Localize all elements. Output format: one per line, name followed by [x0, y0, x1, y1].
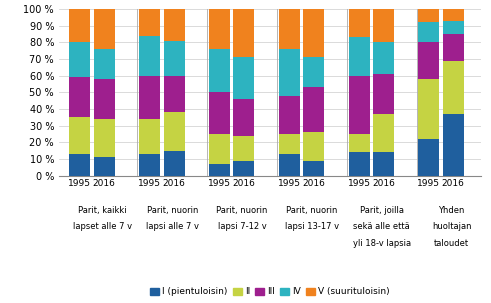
Bar: [69, 42, 90, 78]
Bar: [303, 9, 324, 58]
Text: Parit, nuorin: Parit, nuorin: [286, 206, 338, 215]
Text: yli 18-v lapsia: yli 18-v lapsia: [353, 239, 411, 248]
Bar: [94, 119, 115, 158]
Bar: [94, 49, 115, 79]
Bar: [349, 152, 370, 176]
Bar: [373, 74, 394, 114]
Bar: [443, 21, 464, 34]
Bar: [69, 9, 90, 42]
Bar: [443, 114, 464, 176]
Text: lapsi alle 7 v: lapsi alle 7 v: [146, 222, 199, 231]
Bar: [209, 134, 230, 164]
Bar: [303, 161, 324, 176]
Bar: [139, 76, 160, 119]
Bar: [233, 58, 254, 99]
Bar: [349, 38, 370, 76]
Text: Yhden: Yhden: [438, 206, 464, 215]
Text: taloudet: taloudet: [434, 239, 469, 248]
Bar: [443, 9, 464, 21]
Bar: [94, 79, 115, 119]
Bar: [233, 136, 254, 161]
Bar: [94, 9, 115, 49]
Bar: [139, 119, 160, 154]
Text: Parit, joilla: Parit, joilla: [360, 206, 404, 215]
Bar: [69, 78, 90, 118]
Bar: [164, 151, 185, 176]
Bar: [209, 164, 230, 176]
Bar: [164, 41, 185, 76]
Bar: [233, 161, 254, 176]
Bar: [349, 76, 370, 134]
Bar: [139, 9, 160, 36]
Bar: [209, 92, 230, 134]
Text: Parit, nuorin: Parit, nuorin: [217, 206, 268, 215]
Bar: [373, 114, 394, 152]
Bar: [418, 42, 439, 79]
Bar: [69, 118, 90, 154]
Text: lapsi 13-17 v: lapsi 13-17 v: [285, 222, 339, 231]
Bar: [139, 154, 160, 176]
Legend: I (pientuloisin), II, III, IV, V (suurituloisin): I (pientuloisin), II, III, IV, V (suurit…: [147, 284, 393, 300]
Bar: [233, 99, 254, 136]
Bar: [139, 36, 160, 76]
Bar: [443, 61, 464, 114]
Bar: [373, 152, 394, 176]
Bar: [279, 9, 300, 49]
Bar: [418, 9, 439, 22]
Bar: [418, 22, 439, 42]
Bar: [349, 134, 370, 152]
Bar: [303, 58, 324, 88]
Bar: [303, 132, 324, 161]
Bar: [69, 154, 90, 176]
Bar: [279, 134, 300, 154]
Text: huoltajan: huoltajan: [432, 222, 471, 231]
Bar: [94, 158, 115, 176]
Bar: [303, 88, 324, 132]
Text: Parit, kaikki: Parit, kaikki: [78, 206, 127, 215]
Text: lapset alle 7 v: lapset alle 7 v: [73, 222, 132, 231]
Bar: [349, 9, 370, 38]
Bar: [233, 9, 254, 58]
Bar: [373, 9, 394, 42]
Bar: [209, 9, 230, 49]
Bar: [164, 9, 185, 41]
Text: lapsi 7-12 v: lapsi 7-12 v: [218, 222, 267, 231]
Bar: [373, 42, 394, 74]
Bar: [443, 34, 464, 61]
Bar: [418, 79, 439, 139]
Bar: [209, 49, 230, 92]
Bar: [279, 154, 300, 176]
Bar: [279, 96, 300, 134]
Text: sekä alle että: sekä alle että: [354, 222, 410, 231]
Bar: [164, 76, 185, 112]
Bar: [164, 112, 185, 151]
Bar: [279, 49, 300, 96]
Text: Parit, nuorin: Parit, nuorin: [147, 206, 198, 215]
Bar: [418, 139, 439, 176]
